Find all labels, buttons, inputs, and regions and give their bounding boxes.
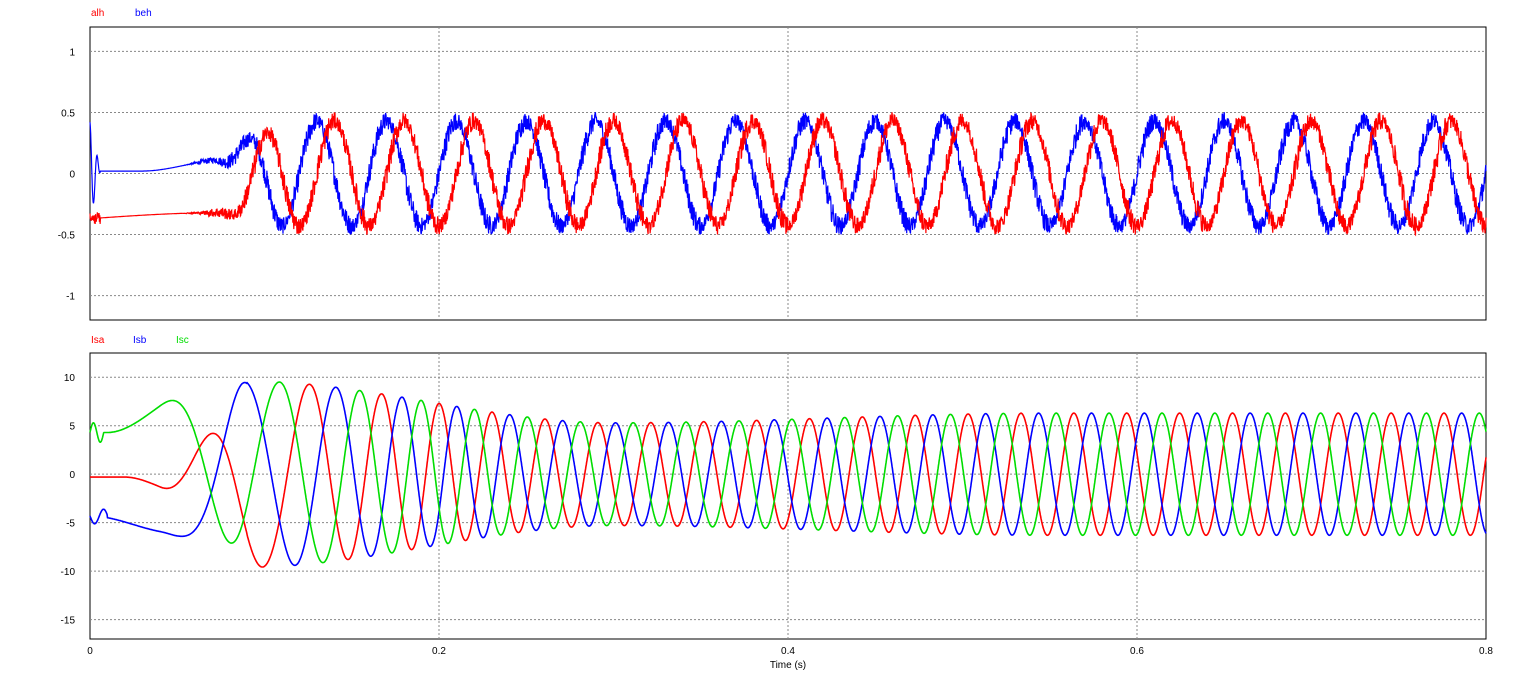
legend-bottom: Isa Isb Isc [91,335,189,346]
y-tick-label: 10 [64,373,76,384]
y-tick-label: -15 [61,616,76,627]
y-tick-label: -0.5 [58,231,76,242]
y-tick-label: 0 [69,170,75,181]
legend-beh: beh [135,8,152,19]
x-tick-label: 0.4 [781,646,795,657]
y-tick-label: -1 [66,292,75,303]
x-tick-label: 0.6 [1130,646,1144,657]
y-tick-label: 5 [69,422,75,433]
legend-isa: Isa [91,335,105,346]
y-tick-label: 0.5 [61,108,75,119]
legend-top: alh beh [91,8,152,19]
y-tick-label: 1 [69,47,75,58]
series-Isa [90,383,1487,568]
x-tick-label: 0.8 [1479,646,1493,657]
y-tick-label: 0 [69,470,75,481]
legend-isb: Isb [133,335,147,346]
series-Isb [89,381,1487,567]
series-Isc [89,381,1487,564]
legend-alh: alh [91,8,104,19]
x-axis-label: Time (s) [770,660,806,671]
legend-isc: Isc [176,335,189,346]
y-tick-label: -10 [61,567,76,578]
panel-bottom-frame [89,352,1487,640]
x-tick-label: 0.2 [432,646,446,657]
series-beh [89,112,1487,235]
panel-bottom: 10 5 0 -5 -10 -15 Isa Isb Isc 0 0.2 0.4 0.6 0.8 T… [61,335,1494,671]
series-alh [89,111,1487,237]
y-tick-label: -5 [66,519,75,530]
x-tick-label: 0 [87,646,93,657]
panel-top: 1 0.5 0 -0.5 -1 alh beh [58,8,1487,321]
